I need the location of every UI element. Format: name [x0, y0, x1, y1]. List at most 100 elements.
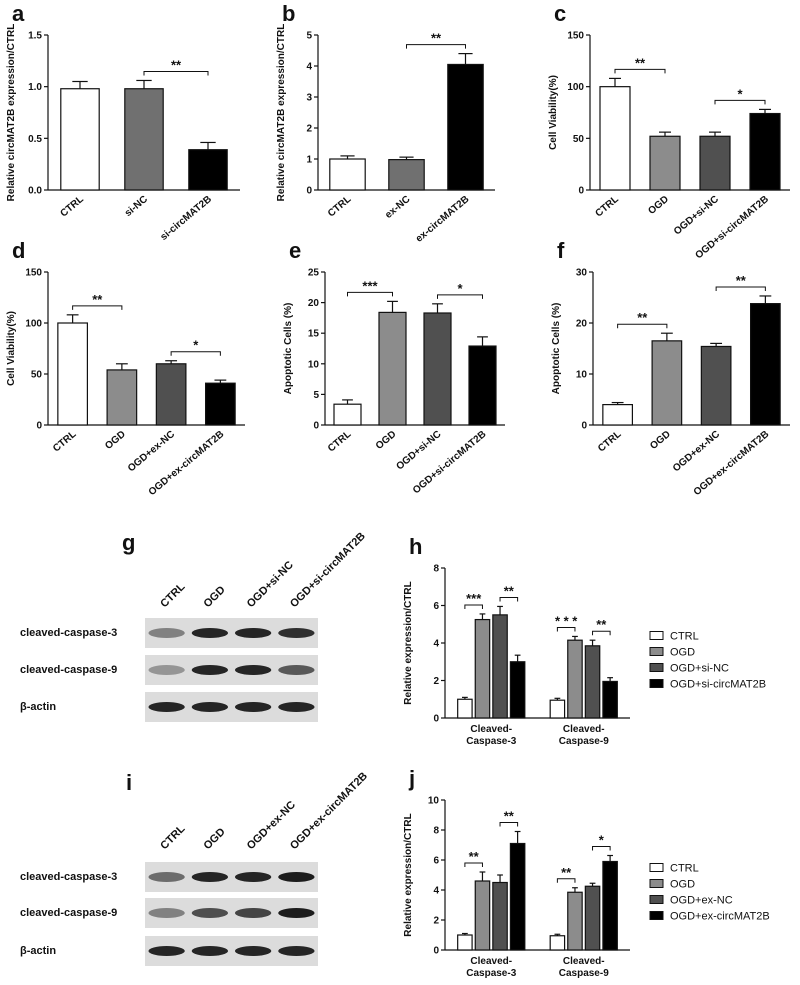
bar	[188, 149, 228, 191]
blot-band	[278, 872, 315, 882]
bar	[329, 158, 366, 191]
bar	[57, 322, 88, 426]
y-tick-label: 10	[576, 370, 588, 381]
bar	[155, 363, 187, 426]
blot-band	[191, 702, 229, 712]
blot-band	[148, 946, 185, 956]
significance-label: **	[596, 617, 607, 632]
significance-label: **	[637, 310, 648, 325]
legend-swatch	[649, 631, 664, 640]
error-bar	[136, 79, 152, 89]
legend-swatch	[649, 879, 664, 888]
error-bar	[477, 336, 488, 347]
panel-letter: j	[408, 766, 415, 791]
y-tick-label: 4	[433, 886, 439, 897]
error-bar	[589, 639, 596, 646]
panel-letter: h	[409, 534, 422, 559]
significance-bracket	[592, 630, 611, 636]
row-label: cleaved-caspase-3	[20, 871, 117, 883]
significance-label: **	[561, 865, 572, 880]
significance-label: **	[171, 57, 182, 72]
significance-bracket	[614, 68, 666, 74]
legend-swatch	[649, 679, 664, 688]
y-tick-label: 3	[306, 93, 312, 104]
x-tick-label: OGD+si-circMAT2B	[411, 429, 488, 496]
bar	[700, 345, 732, 426]
bar	[474, 618, 491, 719]
bar	[602, 860, 618, 951]
error-bar	[609, 77, 621, 87]
bar	[378, 311, 407, 426]
blot-band	[234, 872, 272, 882]
significance-label: **	[504, 809, 515, 824]
bar	[447, 63, 484, 191]
x-tick-label: Cleaved-Caspase-9	[559, 724, 609, 747]
bar	[333, 403, 362, 426]
panel-letter: c	[554, 1, 566, 26]
y-tick-label: 30	[576, 268, 588, 279]
error-bar	[710, 342, 723, 347]
x-tick-label-line: Caspase-3	[466, 968, 516, 979]
y-tick-label: 5	[313, 390, 319, 401]
panel-letter: g	[122, 530, 135, 555]
y-tick-label: 4	[433, 639, 439, 650]
x-tick-label: Cleaved-Caspase-3	[466, 724, 516, 747]
blot-band	[234, 908, 272, 918]
blot-band	[191, 946, 229, 956]
significance-label: **	[431, 31, 442, 46]
error-bar	[514, 654, 521, 662]
legend-label: OGD+ex-circMAT2B	[670, 911, 770, 923]
row-label: β-actin	[20, 701, 56, 713]
bar	[457, 934, 473, 951]
blot-band	[234, 628, 272, 638]
bar	[567, 639, 583, 719]
significance-bracket	[437, 294, 483, 299]
significance-bracket	[464, 862, 483, 867]
bar	[492, 614, 508, 719]
x-tick-label: CTRL	[326, 429, 354, 455]
error-bar	[399, 156, 414, 160]
x-tick-label: si-circMAT2B	[158, 194, 213, 243]
legend-label: CTRL	[670, 863, 699, 875]
bar	[106, 369, 138, 426]
blot-band	[234, 946, 272, 956]
lane-label: OGD	[202, 584, 228, 610]
lane-label: OGD+si-circMAT2B	[288, 530, 368, 610]
significance-bracket	[556, 878, 576, 883]
x-tick-label: Cleaved-Caspase-9	[559, 956, 609, 979]
bar	[509, 842, 526, 951]
y-tick-label: 0	[36, 421, 42, 432]
lane-label: OGD	[202, 826, 228, 852]
error-bar	[759, 108, 771, 114]
bar	[388, 159, 425, 191]
y-axis-label: Relative circMAT2B expression/CTRL	[6, 24, 17, 202]
y-axis-label: Relative circMAT2B expression/CTRL	[276, 24, 287, 202]
x-tick-label-line: Cleaved-	[470, 724, 512, 735]
y-tick-label: 0.0	[28, 186, 42, 197]
x-tick-label: OGD	[648, 429, 673, 452]
error-bar	[115, 363, 128, 370]
y-tick-label: 1.5	[28, 31, 42, 42]
error-bar	[660, 332, 673, 341]
x-tick-label: OGD+ex-NC	[126, 429, 177, 474]
lane-label: CTRL	[158, 581, 187, 610]
error-bar	[462, 932, 468, 935]
error-bar	[759, 295, 772, 304]
y-tick-label: 15	[308, 329, 320, 340]
y-tick-label: 20	[308, 298, 320, 309]
legend-label: OGD	[670, 879, 695, 891]
blot-band	[191, 908, 229, 918]
blot-band	[278, 908, 315, 918]
error-bar	[514, 830, 521, 844]
bar	[651, 340, 683, 426]
significance-bracket	[499, 822, 519, 827]
blot-band	[234, 665, 272, 675]
y-tick-label: 2	[433, 676, 439, 687]
blot-band	[148, 702, 185, 712]
bar	[602, 404, 633, 426]
error-bar	[340, 155, 355, 159]
y-tick-label: 0	[433, 946, 439, 957]
y-axis-label: Relative expression/CTRL	[403, 813, 414, 936]
significance-label: **	[92, 292, 103, 307]
